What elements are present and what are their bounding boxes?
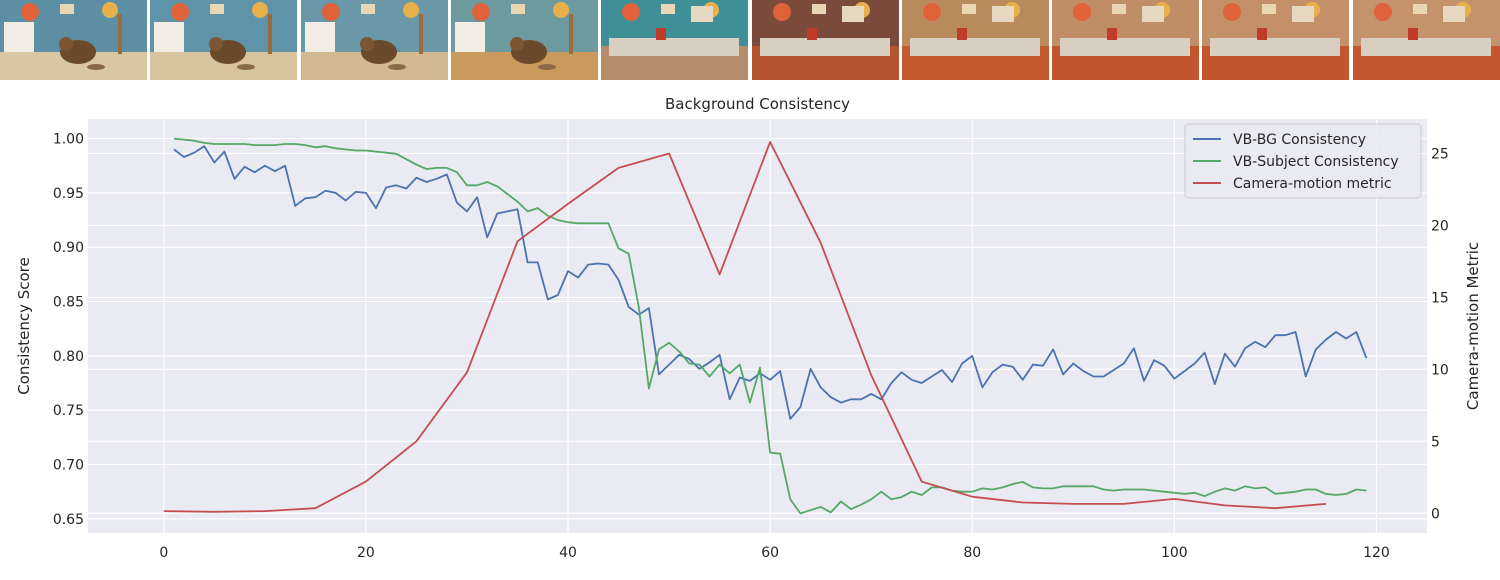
frame-image: [1202, 0, 1350, 80]
y-axis-label: Consistency Score: [15, 257, 33, 394]
y2-tick-label: 5: [1431, 434, 1440, 450]
series-line-3: [163, 141, 1326, 513]
right-axis-ticks: 0 5 10 15 20 25: [1431, 147, 1449, 523]
x-tick-label: 0: [159, 545, 168, 561]
right-axis-label: Camera-motion Metric: [1464, 242, 1482, 410]
left-axis-ticks: 0.65 0.70 0.75 0.80 0.85 0.90 0.95 1.00: [53, 132, 84, 528]
frame-image: [150, 0, 298, 80]
video-frame-thumbnail: [1352, 0, 1500, 80]
y-tick-label: 1.00: [53, 132, 84, 148]
frame-image: [601, 0, 749, 80]
video-frame-thumbnail: [450, 0, 598, 80]
video-frame-strip: [0, 0, 1500, 80]
series-line-1: [173, 145, 1368, 420]
legend-label: VB-BG Consistency: [1233, 132, 1366, 148]
frame-image: [1052, 0, 1200, 80]
x-tick-label: 80: [963, 545, 981, 561]
video-frame-thumbnail: [1202, 0, 1350, 80]
y-tick-label: 0.85: [53, 295, 84, 311]
legend-box: [1184, 123, 1422, 199]
y2-tick-label: 15: [1431, 290, 1449, 306]
video-frame-thumbnail: [0, 0, 147, 80]
series-layer: [163, 137, 1368, 515]
frame-image: [0, 0, 147, 80]
y-tick-label: 0.65: [53, 512, 84, 528]
frame-image: [901, 0, 1049, 80]
series-line-2: [173, 137, 1367, 515]
y2-tick-label: 0: [1431, 506, 1440, 522]
x-tick-label: 20: [357, 545, 375, 561]
video-frame-thumbnail: [601, 0, 749, 80]
video-frame-thumbnail: [751, 0, 899, 80]
y-tick-label: 0.80: [53, 349, 84, 365]
legend-label: VB-Subject Consistency: [1233, 154, 1399, 170]
x-axis-ticks: 0 20 40 60 80 100 120: [159, 545, 1390, 561]
y-tick-label: 0.95: [53, 186, 84, 202]
chart-title: Background Consistency: [665, 95, 850, 113]
x-tick-label: 40: [559, 545, 577, 561]
y2-tick-label: 20: [1431, 218, 1449, 234]
y2-tick-label: 10: [1431, 362, 1449, 378]
grid-lines: [88, 119, 1427, 533]
frame-image: [300, 0, 448, 80]
x-tick-label: 100: [1161, 545, 1188, 561]
x-tick-label: 60: [761, 545, 779, 561]
frame-image: [1352, 0, 1500, 80]
video-frame-thumbnail: [300, 0, 448, 80]
video-frame-thumbnail: [150, 0, 298, 80]
y-tick-label: 0.75: [53, 403, 84, 419]
video-frame-thumbnail: [1052, 0, 1200, 80]
frame-image: [751, 0, 899, 80]
frame-image: [450, 0, 598, 80]
video-frame-thumbnail: [901, 0, 1049, 80]
y-tick-label: 0.70: [53, 458, 84, 474]
x-tick-label: 120: [1363, 545, 1390, 561]
legend-label: Camera-motion metric: [1233, 176, 1392, 192]
legend: VB-BG Consistency VB-Subject Consistency C…: [1184, 123, 1422, 199]
y2-tick-label: 25: [1431, 147, 1449, 163]
y-tick-label: 0.90: [53, 240, 84, 256]
